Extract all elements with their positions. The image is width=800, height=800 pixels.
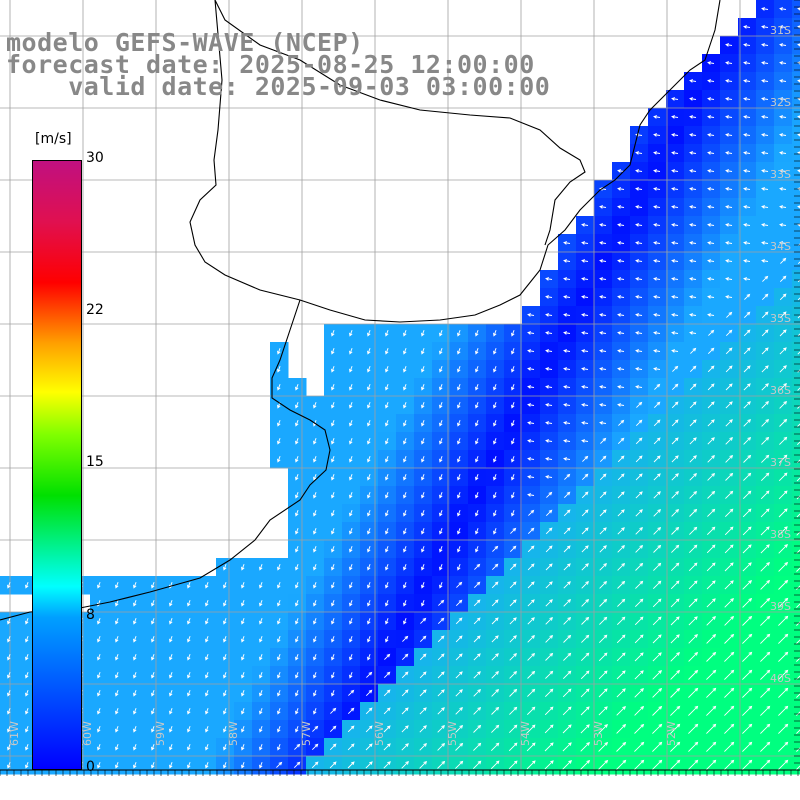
lat-label: 34S bbox=[770, 240, 791, 253]
colorbar-tick-label: 30 bbox=[86, 150, 104, 166]
lat-label: 33S bbox=[770, 168, 791, 181]
lon-label: 60W bbox=[81, 721, 94, 746]
colorbar-tick-label: 0 bbox=[86, 759, 95, 775]
colorbar-tick-label: 8 bbox=[86, 607, 95, 623]
lat-label: 40S bbox=[770, 672, 791, 685]
lon-label: 61W bbox=[8, 721, 21, 746]
lat-label: 37S bbox=[770, 456, 791, 469]
colorbar bbox=[32, 160, 82, 770]
wind-speed-field bbox=[0, 0, 800, 775]
lon-label: 54W bbox=[519, 721, 532, 746]
lat-label: 35S bbox=[770, 312, 791, 325]
lon-label: 57W bbox=[300, 721, 313, 746]
colorbar-unit: [m/s] bbox=[35, 131, 72, 147]
lon-label: 53W bbox=[592, 721, 605, 746]
lat-label: 31S bbox=[770, 24, 791, 37]
lat-label: 36S bbox=[770, 384, 791, 397]
model-title: modelo GEFS-WAVE (NCEP) bbox=[6, 28, 364, 57]
lat-lon-grid bbox=[0, 0, 800, 770]
coastline bbox=[0, 0, 721, 621]
lon-label: 52W bbox=[665, 721, 678, 746]
colorbar-tick-label: 22 bbox=[86, 302, 104, 318]
colorbar-tick-marks bbox=[0, 0, 800, 776]
lat-label: 39S bbox=[770, 600, 791, 613]
valid-date: valid date: 2025-09-03 03:00:00 bbox=[6, 72, 551, 101]
lon-label: 56W bbox=[373, 721, 386, 746]
lat-label: 38S bbox=[770, 528, 791, 541]
colorbar-tick-label: 15 bbox=[86, 454, 104, 470]
lon-label: 59W bbox=[154, 721, 167, 746]
forecast-date: forecast date: 2025-08-25 12:00:00 bbox=[6, 50, 535, 79]
lat-label: 32S bbox=[770, 96, 791, 109]
lon-label: 58W bbox=[227, 721, 240, 746]
lon-label: 55W bbox=[446, 721, 459, 746]
